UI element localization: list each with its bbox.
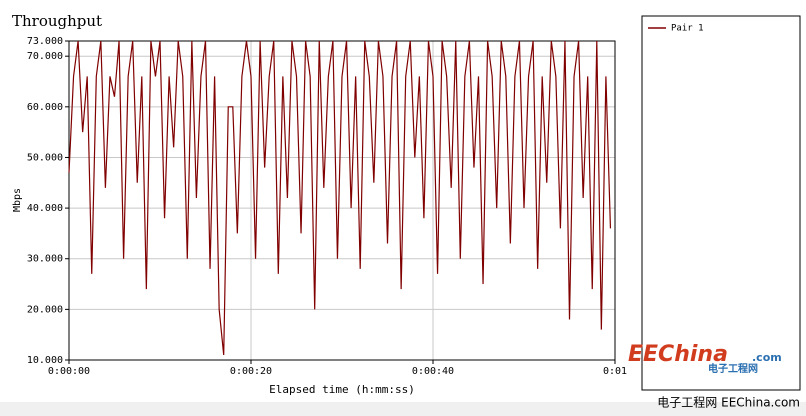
watermark-footer: 电子工程网 EEChina.com (657, 395, 800, 410)
x-tick-label: 0:01 (603, 366, 627, 377)
x-axis-label: Elapsed time (h:mm:ss) (269, 383, 415, 396)
y-tick-label: 50.000 (27, 152, 63, 163)
y-tick-label: 30.000 (27, 254, 63, 265)
y-tick-label: 20.000 (27, 304, 63, 315)
watermark-logo: EEChina (628, 342, 728, 367)
y-tick-label: 40.000 (27, 203, 63, 214)
legend-box (641, 15, 801, 391)
watermark-cn: 电子工程网 (708, 362, 758, 375)
x-tick-label: 0:00:00 (48, 366, 90, 377)
y-tick-label: 60.000 (27, 102, 63, 113)
x-tick-label: 0:00:20 (230, 366, 272, 377)
x-tick-label: 0:00:40 (412, 366, 454, 377)
plot-frame (68, 40, 616, 361)
data-line (68, 40, 612, 355)
legend-label: Pair 1 (671, 24, 704, 34)
footer-strip (0, 402, 806, 416)
watermark-suffix: .com (752, 351, 782, 364)
y-tick-label: 10.000 (27, 355, 63, 366)
y-tick-label: 73.000 (27, 36, 63, 47)
chart-title: Throughput (12, 12, 102, 30)
y-axis-label: Mbps (12, 188, 23, 212)
y-tick-label: 70.000 (27, 51, 63, 62)
